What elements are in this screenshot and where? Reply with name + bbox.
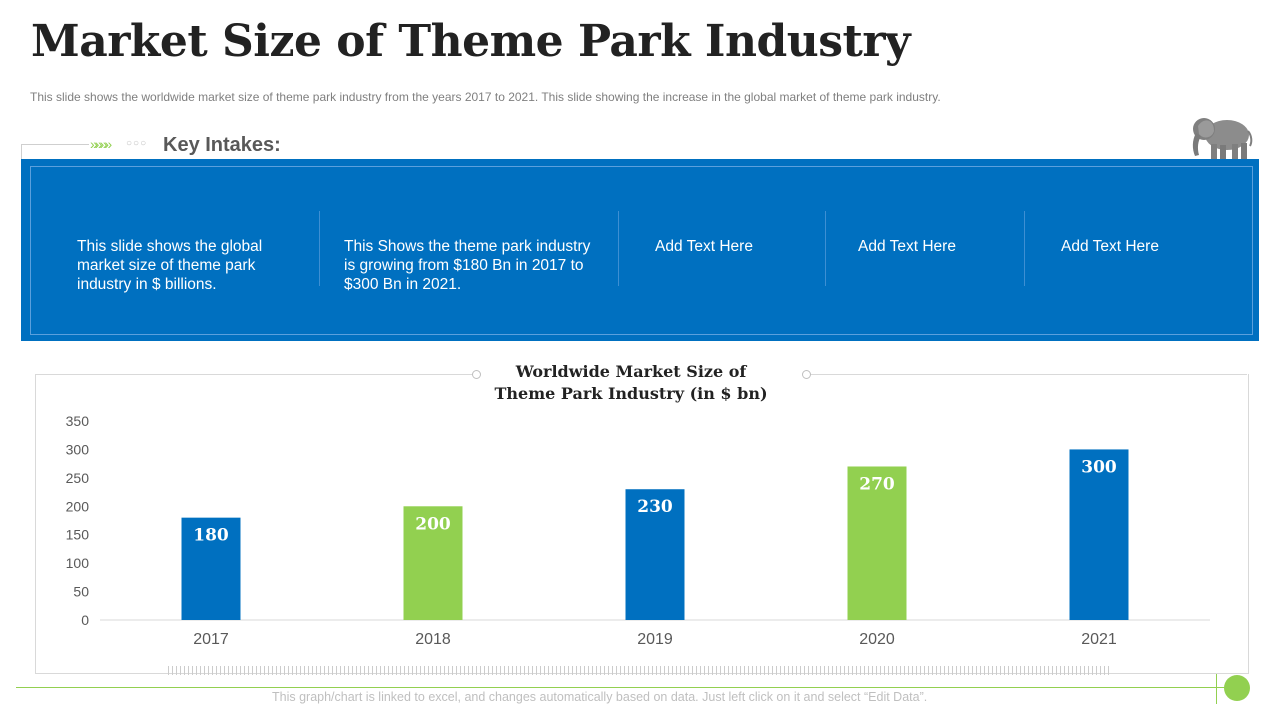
bar-2020[interactable] bbox=[847, 466, 907, 620]
footer-note: This graph/chart is linked to excel, and… bbox=[272, 690, 928, 704]
key-intakes-bracket-vertical bbox=[21, 144, 22, 160]
y-tick-label: 200 bbox=[66, 498, 90, 514]
x-tick-label: 2018 bbox=[415, 631, 451, 648]
key-intakes-panel: This slide shows the global market size … bbox=[21, 159, 1259, 341]
chevrons-icon: »»»» bbox=[90, 136, 112, 152]
chart-frame-top-left bbox=[35, 374, 473, 375]
page-subtitle: This slide shows the worldwide market si… bbox=[30, 90, 941, 104]
data-label: 300 bbox=[1081, 457, 1117, 477]
bar-2019[interactable] bbox=[625, 489, 685, 620]
footer-corner-line bbox=[1216, 674, 1217, 704]
key-intake-text-5: Add Text Here bbox=[1061, 238, 1159, 255]
key-intake-text-3: Add Text Here bbox=[655, 238, 753, 255]
key-intakes-heading: Key Intakes: bbox=[163, 134, 281, 156]
x-tick-label: 2021 bbox=[1081, 631, 1117, 648]
y-tick-label: 100 bbox=[66, 555, 90, 571]
key-intakes-bracket-horizontal bbox=[21, 144, 89, 145]
column-divider bbox=[319, 211, 320, 286]
x-tick-label: 2019 bbox=[637, 631, 673, 648]
bar-2021[interactable] bbox=[1069, 449, 1129, 620]
y-tick-label: 50 bbox=[73, 584, 89, 600]
data-label: 230 bbox=[637, 497, 673, 517]
frame-circle-left bbox=[472, 370, 481, 379]
data-label: 200 bbox=[415, 514, 451, 534]
key-intake-text-4: Add Text Here bbox=[858, 238, 956, 255]
y-tick-label: 300 bbox=[66, 441, 90, 457]
hatch-decoration bbox=[168, 666, 1112, 675]
y-tick-label: 250 bbox=[66, 470, 90, 486]
data-label: 180 bbox=[193, 526, 229, 546]
page-title: Market Size of Theme Park Industry bbox=[31, 16, 911, 67]
elephant-icon bbox=[1192, 118, 1253, 160]
column-divider bbox=[618, 211, 619, 286]
chart-frame-top-right bbox=[809, 374, 1247, 375]
key-intake-text-1: This slide shows the global market size … bbox=[77, 238, 263, 293]
column-divider bbox=[1024, 211, 1025, 286]
bar-2017[interactable] bbox=[181, 517, 241, 620]
y-tick-label: 350 bbox=[66, 413, 90, 429]
data-label: 270 bbox=[859, 474, 895, 494]
frame-circle-right bbox=[802, 370, 811, 379]
bar-2018[interactable] bbox=[403, 506, 463, 620]
y-tick-label: 150 bbox=[66, 527, 90, 543]
x-tick-label: 2020 bbox=[859, 631, 895, 648]
dots-icon: ○○○ bbox=[126, 138, 148, 149]
x-tick-label: 2017 bbox=[193, 631, 229, 648]
key-intake-text-2: This Shows the theme park industry is gr… bbox=[344, 238, 591, 293]
chart-title: Worldwide Market Size of Theme Park Indu… bbox=[494, 362, 768, 403]
y-tick-label: 0 bbox=[81, 612, 89, 628]
column-divider bbox=[825, 211, 826, 286]
footer-line bbox=[16, 687, 1241, 688]
green-dot-decoration bbox=[1224, 675, 1250, 701]
